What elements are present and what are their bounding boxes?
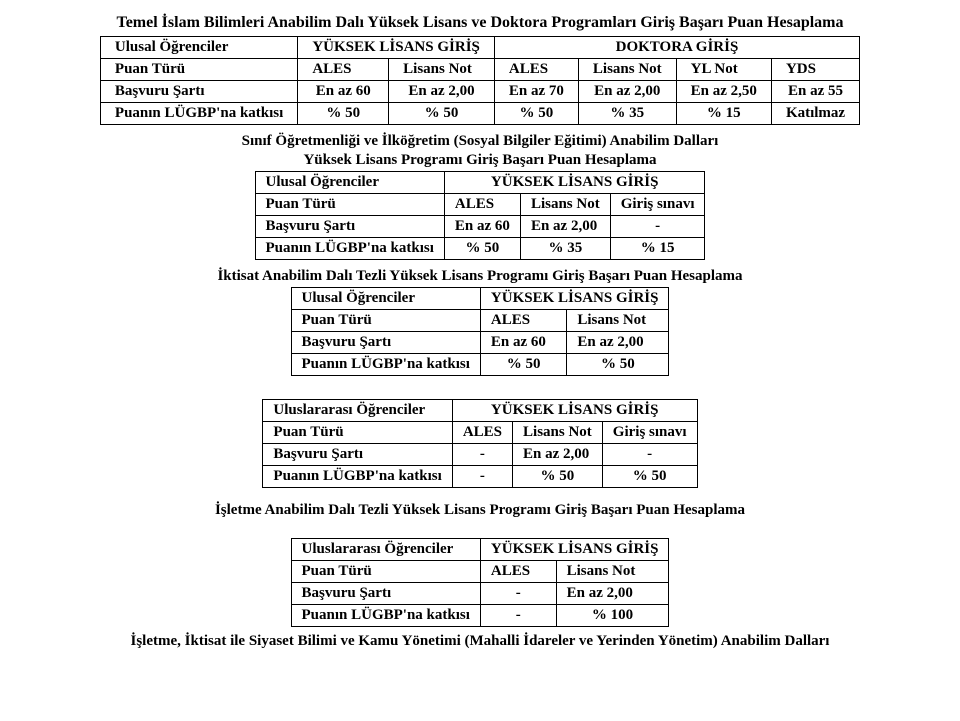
t5-p100: % 100 — [556, 605, 669, 627]
t1-enaz200b: En az 2,00 — [578, 81, 676, 103]
t2-p50: % 50 — [444, 238, 520, 260]
t5-d1: - — [480, 583, 556, 605]
section2-l1: Sınıf Öğretmenliği ve İlköğretim (Sosyal… — [28, 133, 932, 150]
t2-enaz60: En az 60 — [444, 216, 520, 238]
t3-puankat: Puanın LÜGBP'na katkısı — [291, 354, 480, 376]
table-3: Ulusal Öğrenciler YÜKSEK LİSANS GİRİŞ Pu… — [291, 287, 670, 376]
t2-p35: % 35 — [520, 238, 610, 260]
section2-l2: Yüksek Lisans Programı Giriş Başarı Puan… — [28, 152, 932, 169]
t3-enaz200: En az 2,00 — [567, 332, 669, 354]
t4-puanturu: Puan Türü — [263, 422, 452, 444]
t1-ylnot: YL Not — [676, 59, 771, 81]
t1-lisansnot1: Lisans Not — [389, 59, 495, 81]
t2-puanturu: Puan Türü — [255, 194, 444, 216]
t2-enaz200: En az 2,00 — [520, 216, 610, 238]
t1-ales2: ALES — [494, 59, 578, 81]
t1-katilmaz: Katılmaz — [771, 103, 859, 125]
t4-enaz200: En az 2,00 — [513, 444, 603, 466]
t4-d2: - — [602, 444, 697, 466]
t2-giris: Giriş sınavı — [610, 194, 705, 216]
t1-enaz60: En az 60 — [298, 81, 389, 103]
t4-d1: - — [452, 444, 512, 466]
t5-h-uluslar: Uluslararası Öğrenciler — [291, 539, 480, 561]
t3-basvuru: Başvuru Şartı — [291, 332, 480, 354]
t5-d2: - — [480, 605, 556, 627]
t4-d3: - — [452, 466, 512, 488]
t2-h-yuksek: YÜKSEK LİSANS GİRİŞ — [444, 172, 705, 194]
t5-enaz200: En az 2,00 — [556, 583, 669, 605]
t1-p50b: % 50 — [389, 103, 495, 125]
t4-puankat: Puanın LÜGBP'na katkısı — [263, 466, 452, 488]
t1-p35: % 35 — [578, 103, 676, 125]
t5-h-yuksek: YÜKSEK LİSANS GİRİŞ — [480, 539, 669, 561]
t1-p50c: % 50 — [494, 103, 578, 125]
t5-lisansnot: Lisans Not — [556, 561, 669, 583]
table-5: Uluslararası Öğrenciler YÜKSEK LİSANS Gİ… — [291, 538, 670, 627]
t3-p50b: % 50 — [567, 354, 669, 376]
title-1: Temel İslam Bilimleri Anabilim Dalı Yüks… — [28, 14, 932, 32]
t2-h-ulusal: Ulusal Öğrenciler — [255, 172, 444, 194]
t4-ales: ALES — [452, 422, 512, 444]
t2-puankat: Puanın LÜGBP'na katkısı — [255, 238, 444, 260]
table-2: Ulusal Öğrenciler YÜKSEK LİSANS GİRİŞ Pu… — [255, 171, 706, 260]
t5-ales: ALES — [480, 561, 556, 583]
t1-h-doktora: DOKTORA GİRİŞ — [494, 37, 859, 59]
t2-dash: - — [610, 216, 705, 238]
t3-puanturu: Puan Türü — [291, 310, 480, 332]
table-4: Uluslararası Öğrenciler YÜKSEK LİSANS Gİ… — [262, 399, 697, 488]
footer-line: İşletme, İktisat ile Siyaset Bilimi ve K… — [28, 633, 932, 650]
t3-enaz60: En az 60 — [480, 332, 566, 354]
t1-puankat: Puanın LÜGBP'na katkısı — [100, 103, 297, 125]
t2-p15: % 15 — [610, 238, 705, 260]
t4-h-uluslar: Uluslararası Öğrenciler — [263, 400, 452, 422]
t1-yds: YDS — [771, 59, 859, 81]
t1-p50a: % 50 — [298, 103, 389, 125]
t5-puankat: Puanın LÜGBP'na katkısı — [291, 605, 480, 627]
t1-puanturu: Puan Türü — [100, 59, 297, 81]
t1-h-ulusal: Ulusal Öğrenciler — [100, 37, 297, 59]
title-3: İktisat Anabilim Dalı Tezli Yüksek Lisan… — [28, 268, 932, 285]
t4-p50b: % 50 — [602, 466, 697, 488]
title-5: İşletme Anabilim Dalı Tezli Yüksek Lisan… — [28, 502, 932, 519]
t3-lisansnot: Lisans Not — [567, 310, 669, 332]
t2-ales: ALES — [444, 194, 520, 216]
t4-p50a: % 50 — [513, 466, 603, 488]
t3-ales: ALES — [480, 310, 566, 332]
t5-basvuru: Başvuru Şartı — [291, 583, 480, 605]
t5-puanturu: Puan Türü — [291, 561, 480, 583]
t3-h-ulusal: Ulusal Öğrenciler — [291, 288, 480, 310]
t3-h-yuksek: YÜKSEK LİSANS GİRİŞ — [480, 288, 669, 310]
t3-p50a: % 50 — [480, 354, 566, 376]
t1-ales1: ALES — [298, 59, 389, 81]
t4-basvuru: Başvuru Şartı — [263, 444, 452, 466]
t1-enaz250: En az 2,50 — [676, 81, 771, 103]
t1-basvuru: Başvuru Şartı — [100, 81, 297, 103]
t4-h-yuksek: YÜKSEK LİSANS GİRİŞ — [452, 400, 697, 422]
t1-p15: % 15 — [676, 103, 771, 125]
t1-h-yuksek: YÜKSEK LİSANS GİRİŞ — [298, 37, 495, 59]
t4-giris: Giriş sınavı — [602, 422, 697, 444]
t2-basvuru: Başvuru Şartı — [255, 216, 444, 238]
t1-enaz70: En az 70 — [494, 81, 578, 103]
t1-enaz55: En az 55 — [771, 81, 859, 103]
t2-lisansnot: Lisans Not — [520, 194, 610, 216]
t1-enaz200: En az 2,00 — [389, 81, 495, 103]
t4-lisansnot: Lisans Not — [513, 422, 603, 444]
table-1: Ulusal Öğrenciler YÜKSEK LİSANS GİRİŞ DO… — [100, 36, 860, 125]
t1-lisansnot2: Lisans Not — [578, 59, 676, 81]
